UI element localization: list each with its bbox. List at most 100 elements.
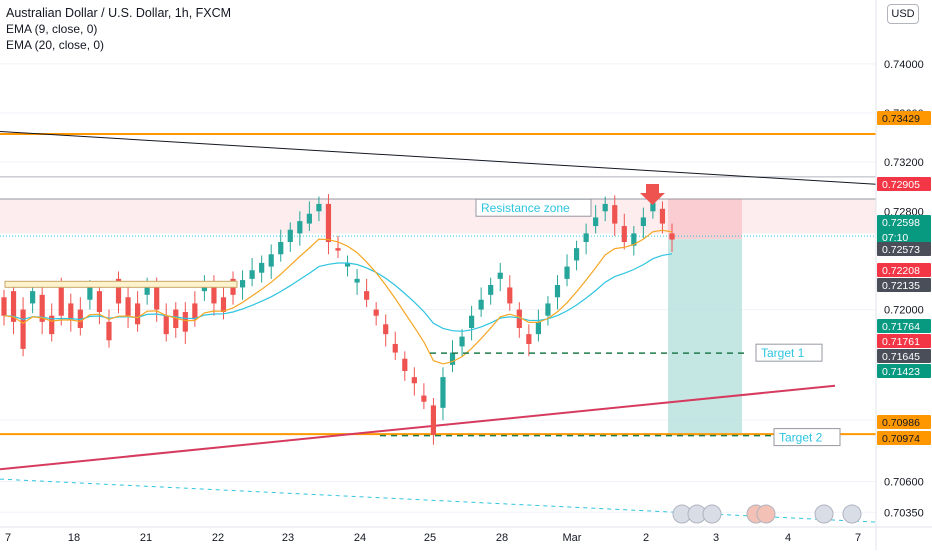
candle-body: [30, 291, 36, 304]
candle-body: [640, 217, 646, 227]
candle-body: [278, 242, 284, 255]
price-tag-value: 0.71645: [882, 351, 920, 363]
candle-body: [402, 358, 408, 371]
price-tag-value: 0.72905: [882, 179, 920, 191]
candle-body: [364, 291, 370, 300]
candle-body: [545, 303, 551, 316]
descending-trendline: [0, 130, 877, 185]
candle-body: [316, 203, 322, 212]
price-tag-value: 0.71761: [882, 336, 920, 348]
event-flag-icon: [842, 504, 862, 524]
candle-body: [650, 202, 656, 212]
candle-body: [325, 203, 332, 243]
candle-body: [335, 248, 341, 251]
x-tick-label: 22: [212, 532, 224, 544]
candle-body: [411, 377, 417, 384]
x-tick-label: 7: [5, 532, 11, 544]
x-tick-label: 24: [354, 532, 366, 544]
candle-body: [1, 297, 7, 316]
candle-body: [602, 203, 608, 212]
y-tick-label: 0.74000: [884, 59, 924, 71]
candle-body: [106, 321, 112, 341]
candle-body: [211, 284, 217, 304]
legend-ema9: EMA (9, close, 0): [6, 22, 98, 36]
candle-body: [10, 291, 17, 322]
candle-body: [125, 297, 131, 316]
candle-body: [144, 284, 150, 295]
price-tag-value: 0.72135: [882, 280, 920, 292]
candle-body: [344, 262, 351, 267]
candle-body: [583, 233, 589, 243]
candle-body: [182, 312, 188, 332]
target1-label: Target 1: [755, 343, 823, 362]
dashed-trendline: [0, 478, 877, 523]
price-tag-value: 0.71764: [882, 321, 920, 333]
price-tag: [877, 177, 931, 191]
price-tag-value: 0.72573: [882, 244, 920, 256]
target1-label-box: [755, 343, 823, 362]
stop-loss-zone: [668, 198, 742, 240]
price-tag: [877, 349, 931, 363]
y-tick-label: 0.73200: [884, 157, 924, 169]
candle-body: [268, 254, 274, 267]
resistance-zone-label-box: [475, 198, 592, 217]
y-tick-label: 0.70600: [884, 477, 924, 489]
candle-body: [192, 303, 198, 320]
candle-body: [297, 221, 303, 234]
price-tag: [877, 415, 931, 429]
candle-body: [430, 405, 437, 435]
target2-label: Target 2: [773, 428, 841, 447]
candle-body: [259, 262, 265, 273]
candle-body: [20, 309, 26, 349]
candle-body: [612, 205, 618, 224]
price-tag: [877, 263, 931, 277]
candle-body: [497, 272, 503, 279]
candle-body: [58, 284, 64, 316]
price-tag: [877, 364, 931, 378]
event-flag-icon: [814, 504, 834, 524]
candle-body: [373, 309, 379, 316]
ema9-line: [3, 229, 673, 365]
candle-body: [77, 309, 83, 328]
candle-body: [593, 217, 599, 227]
legend-ema20: EMA (20, close, 0): [6, 38, 105, 52]
down-arrow-icon: [640, 184, 665, 205]
candle-body: [526, 334, 532, 344]
candle-body: [163, 315, 169, 335]
candle-body: [449, 352, 456, 365]
candle-body: [306, 213, 312, 224]
candle-body: [459, 336, 465, 347]
annotations-layer: Target 1 Target 2 Resistance zone: [4, 184, 862, 524]
candle-body: [354, 278, 360, 283]
candle-body: [383, 324, 389, 335]
candle-body: [392, 343, 398, 353]
zones-layer: [0, 63, 876, 513]
candle-body: [287, 229, 293, 243]
event-flag-icon: [702, 504, 722, 524]
candle-body: [68, 303, 74, 320]
levels-layer: [0, 130, 877, 523]
price-tag-value: 0.70974: [882, 433, 920, 445]
target2-label-box: [773, 428, 841, 447]
price-tag-countdown: 07:10: [882, 232, 908, 244]
candle-body: [87, 287, 93, 300]
price-tag: [877, 431, 931, 445]
target2-label-text: Target 2: [779, 431, 823, 445]
profit-zone: [668, 239, 742, 436]
resistance-zone: [0, 199, 876, 234]
candle-body: [49, 315, 55, 335]
x-tick-label: 2: [643, 532, 649, 544]
currency-button[interactable]: USD: [887, 4, 919, 24]
y-tick-label: 0.72000: [884, 305, 924, 317]
x-tick-label: 3: [713, 532, 719, 544]
candle-body: [535, 321, 541, 335]
price-tag-value: 0.73429: [882, 113, 920, 125]
candle-body: [154, 287, 160, 310]
candle-body: [469, 315, 475, 328]
x-tick-label: 4: [785, 532, 791, 544]
candle-body: [573, 248, 580, 261]
price-tag-value: 0.72598: [882, 217, 920, 229]
candle-body: [173, 309, 179, 328]
